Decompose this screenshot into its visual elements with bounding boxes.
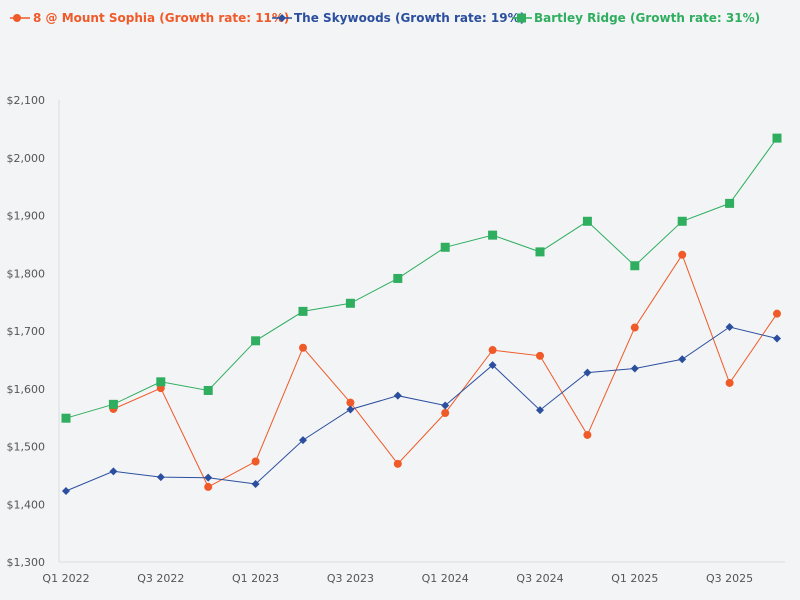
legend-label-mount-sophia: 8 @ Mount Sophia (Growth rate: 11%)	[33, 11, 289, 25]
y-tick-label: $1,600	[7, 383, 46, 396]
series-0	[109, 250, 781, 491]
legend-label-skywoods: The Skywoods (Growth rate: 19%)	[294, 11, 525, 25]
data-point[interactable]	[488, 230, 498, 240]
legend-label-bartley-ridge: Bartley Ridge (Growth rate: 31%)	[534, 11, 760, 25]
y-axis-ticks: $1,300 $1,400 $1,500 $1,600 $1,700 $1,800 $1,9…	[7, 94, 46, 569]
data-point[interactable]	[251, 457, 260, 466]
legend-item-bartley-ridge[interactable]: Bartley Ridge (Growth rate: 31%)	[512, 11, 760, 25]
data-point[interactable]	[393, 459, 402, 468]
data-point[interactable]	[108, 399, 118, 409]
x-tick-label: Q3 2022	[137, 572, 184, 585]
series-2	[61, 133, 782, 423]
data-point[interactable]	[440, 242, 450, 252]
series-line	[113, 253, 778, 488]
data-point[interactable]	[725, 198, 735, 208]
data-point[interactable]	[536, 351, 544, 360]
series-layer	[61, 133, 782, 495]
series-1	[62, 322, 781, 495]
data-point[interactable]	[251, 480, 260, 489]
data-point[interactable]	[109, 467, 118, 476]
y-tick-label: $2,100	[7, 94, 46, 107]
data-point[interactable]	[203, 385, 213, 395]
x-axis-ticks: Q1 2022 Q3 2022 Q1 2023 Q3 2023 Q1 2024 Q3 20…	[42, 572, 753, 585]
data-point[interactable]	[345, 298, 355, 308]
data-point[interactable]	[678, 355, 687, 364]
data-point[interactable]	[299, 436, 307, 445]
y-tick-label: $2,000	[7, 152, 46, 165]
legend-marker-bartley-ridge	[517, 13, 526, 23]
data-point[interactable]	[298, 306, 308, 316]
y-tick-label: $1,700	[7, 325, 46, 338]
data-point[interactable]	[582, 216, 592, 226]
x-tick-label: Q1 2025	[611, 572, 658, 585]
legend-item-skywoods[interactable]: The Skywoods (Growth rate: 19%)	[272, 11, 525, 25]
y-tick-label: $1,300	[7, 556, 46, 569]
data-point[interactable]	[630, 364, 639, 373]
data-point[interactable]	[773, 334, 781, 343]
data-point[interactable]	[630, 323, 639, 332]
y-tick-label: $1,500	[7, 441, 46, 454]
x-tick-label: Q1 2022	[42, 572, 89, 585]
x-tick-label: Q1 2023	[232, 572, 279, 585]
y-tick-label: $1,900	[7, 210, 46, 223]
series-line	[65, 137, 778, 419]
data-point[interactable]	[62, 486, 70, 495]
y-tick-label: $1,400	[7, 498, 46, 511]
data-point[interactable]	[583, 430, 592, 439]
data-point[interactable]	[204, 482, 213, 491]
legend-marker-skywoods	[278, 14, 286, 22]
legend-item-mount-sophia[interactable]: 8 @ Mount Sophia (Growth rate: 11%)	[10, 11, 289, 25]
data-point[interactable]	[393, 391, 402, 400]
data-point[interactable]	[677, 216, 687, 226]
x-tick-label: Q1 2024	[422, 572, 469, 585]
data-point[interactable]	[346, 398, 355, 407]
data-point[interactable]	[583, 368, 592, 377]
data-point[interactable]	[488, 346, 497, 355]
data-point[interactable]	[204, 473, 213, 482]
x-tick-label: Q3 2023	[327, 572, 374, 585]
data-point[interactable]	[156, 377, 166, 387]
data-point[interactable]	[630, 261, 640, 271]
data-point[interactable]	[536, 406, 544, 415]
legend-marker-mount-sophia	[13, 14, 21, 22]
data-point[interactable]	[488, 361, 497, 370]
series-line	[65, 326, 778, 492]
y-tick-label: $1,800	[7, 267, 46, 280]
data-point[interactable]	[156, 473, 165, 482]
data-point[interactable]	[441, 409, 450, 418]
legend: 8 @ Mount Sophia (Growth rate: 11%) The …	[10, 11, 760, 25]
x-tick-label: Q3 2024	[516, 572, 563, 585]
data-point[interactable]	[393, 273, 403, 283]
x-tick-label: Q3 2025	[706, 572, 753, 585]
data-point[interactable]	[725, 378, 734, 387]
data-point[interactable]	[772, 133, 782, 143]
data-point[interactable]	[346, 405, 355, 414]
data-point[interactable]	[535, 247, 545, 257]
data-point[interactable]	[678, 250, 687, 259]
data-point[interactable]	[61, 413, 71, 423]
data-point[interactable]	[773, 309, 781, 318]
data-point[interactable]	[299, 343, 307, 352]
data-point[interactable]	[441, 401, 450, 410]
data-point[interactable]	[251, 336, 261, 346]
data-point[interactable]	[725, 322, 734, 331]
